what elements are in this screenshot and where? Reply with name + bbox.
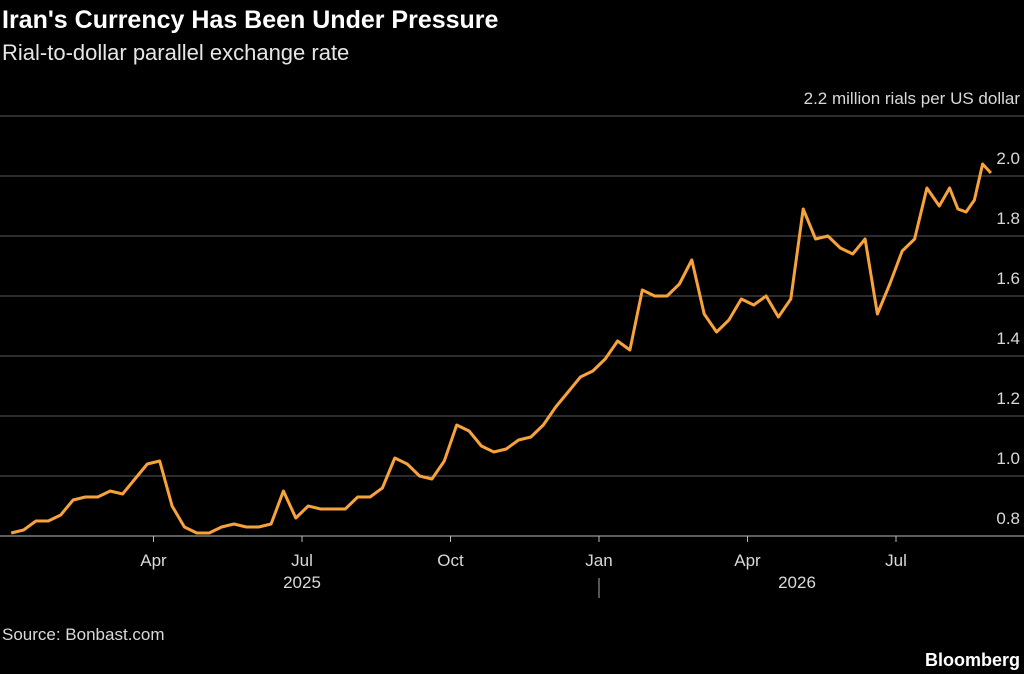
x-tick-label: Apr	[140, 551, 167, 570]
chart-title: Iran's Currency Has Been Under Pressure	[2, 6, 499, 34]
y-tick-label: 0.8	[996, 509, 1020, 528]
x-tick-label: Jan	[585, 551, 612, 570]
x-tick-label: Jul	[291, 551, 313, 570]
x-tick-label: Jul	[885, 551, 907, 570]
brand-logo: Bloomberg	[925, 650, 1020, 670]
x-tick-label: Oct	[437, 551, 464, 570]
y-tick-label: 1.2	[996, 389, 1020, 408]
y-tick-label: 1.4	[996, 329, 1020, 348]
y-tick-label: 2.0	[996, 149, 1020, 168]
y-tick-label: 2.2 million rials per US dollar	[804, 89, 1021, 108]
y-tick-label: 1.6	[996, 269, 1020, 288]
y-tick-label: 1.8	[996, 209, 1020, 228]
y-tick-label: 1.0	[996, 449, 1020, 468]
year-label: 2025	[283, 573, 321, 592]
year-label: 2026	[778, 573, 816, 592]
source-note: Source: Bonbast.com	[2, 625, 165, 644]
data-line	[10, 162, 993, 535]
x-tick-label: Apr	[734, 551, 761, 570]
chart-subtitle: Rial-to-dollar parallel exchange rate	[2, 40, 349, 65]
